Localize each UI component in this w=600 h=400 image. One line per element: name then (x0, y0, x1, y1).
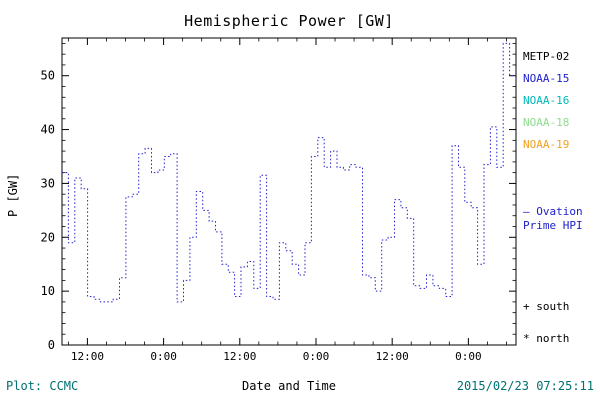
legend-ovation-prime-hpi: – Ovation Prime HPI (523, 205, 583, 233)
plot-area: 0102030405012:00Feb200:00Feb2112:00Feb21… (41, 37, 517, 360)
svg-text:0:00: 0:00 (150, 350, 177, 360)
legend-item-noaa-15: NOAA-15 (523, 72, 570, 85)
svg-text:0:00: 0:00 (455, 350, 482, 360)
svg-text:40: 40 (41, 123, 55, 137)
legend-ovation-line: – Ovation (523, 205, 583, 218)
legend-marker-north: * north (523, 332, 570, 345)
svg-text:12:00: 12:00 (71, 350, 104, 360)
svg-text:0: 0 (48, 338, 55, 352)
svg-text:0:00: 0:00 (303, 350, 330, 360)
svg-text:10: 10 (41, 284, 55, 298)
footer-row: Plot: CCMC Date and Time 2015/02/23 07:2… (0, 379, 600, 397)
x-axis-label: Date and Time (242, 379, 336, 393)
legend-ovation-line: Prime HPI (523, 219, 583, 232)
footer-timestamp: 2015/02/23 07:25:11 (456, 379, 594, 393)
legend-item-noaa-18: NOAA-18 (523, 116, 570, 129)
chart-title: Hemispheric Power [GW] (184, 12, 394, 30)
legend-item-metp-02: METP-02 (523, 50, 570, 63)
svg-text:12:00: 12:00 (376, 350, 409, 360)
svg-text:50: 50 (41, 69, 55, 83)
svg-text:30: 30 (41, 176, 55, 190)
legend-marker-south: + south (523, 300, 570, 313)
svg-text:12:00: 12:00 (223, 350, 256, 360)
legend-satellites: METP-02 NOAA-15 NOAA-16 NOAA-18 NOAA-19 (523, 46, 569, 156)
svg-text:20: 20 (41, 230, 55, 244)
legend-item-noaa-16: NOAA-16 (523, 94, 570, 107)
legend-item-noaa-19: NOAA-19 (523, 138, 570, 151)
footer-plot-source: Plot: CCMC (6, 379, 79, 393)
